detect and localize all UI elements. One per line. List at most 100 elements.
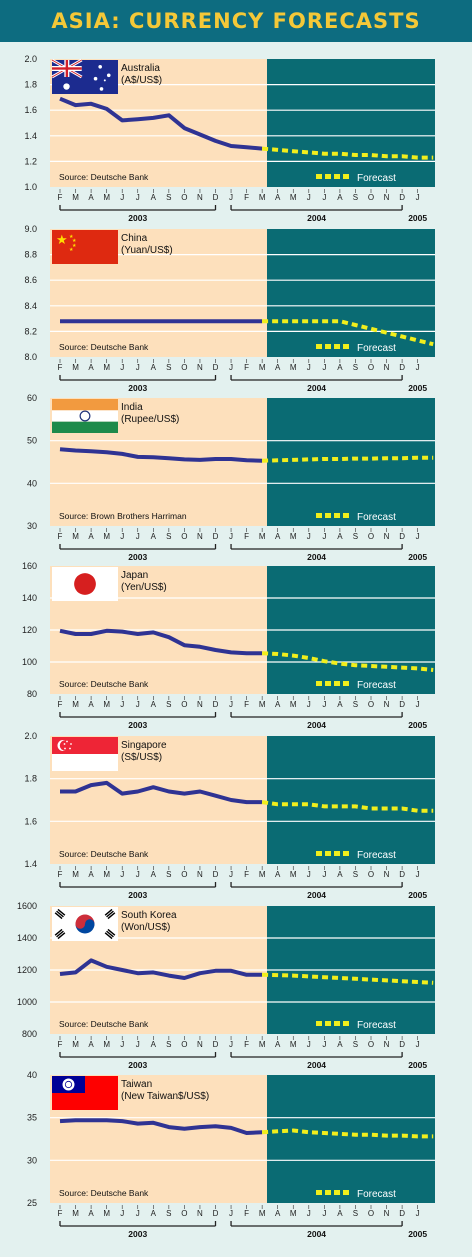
china-flag: ★ ★★★★ <box>52 230 118 264</box>
month-label: A <box>88 1209 94 1218</box>
month-label: J <box>416 363 420 372</box>
year-label: 2003 <box>128 1060 147 1070</box>
month-label: A <box>88 532 94 541</box>
month-label: J <box>120 1040 124 1049</box>
legend-dash <box>334 344 340 349</box>
south-korea-flag <box>52 907 118 941</box>
y-tick-label: 9.0 <box>24 224 37 234</box>
title-banner: ASIA: CURRENCY FORECASTS <box>0 0 472 42</box>
australia-flag <box>51 58 118 94</box>
forecast-area <box>267 736 435 864</box>
month-label: F <box>58 870 63 879</box>
chart-south-korea: 800 1000 1200 1400 1600 South Korea(Won/US$) S… <box>17 901 435 1070</box>
y-tick-label: 160 <box>22 561 37 571</box>
legend-dash <box>325 681 331 686</box>
y-tick-label: 140 <box>22 593 37 603</box>
source-label: Source: Brown Brothers Harriman <box>59 511 187 521</box>
legend-dash <box>343 344 349 349</box>
month-label: J <box>307 532 311 541</box>
y-tick-label: 8.6 <box>24 275 37 285</box>
y-tick-label: 800 <box>22 1029 37 1039</box>
forecast-legend: Forecast <box>316 343 396 354</box>
month-label: J <box>322 870 326 879</box>
year-label: 2003 <box>128 383 147 393</box>
forecast-label: Forecast <box>357 512 396 523</box>
month-label: O <box>181 870 187 879</box>
forecast-line <box>262 319 434 347</box>
india-flag <box>52 399 118 433</box>
month-label: A <box>88 1040 94 1049</box>
year-label: 2004 <box>307 1229 326 1239</box>
month-label: J <box>307 363 311 372</box>
month-label: M <box>259 870 266 879</box>
history-line <box>59 1118 263 1135</box>
chart-australia: 1.0 1.2 1.4 1.6 1.8 2.0 Australia(A$/US$) Sourc… <box>24 54 435 223</box>
month-label: J <box>229 532 233 541</box>
month-label: N <box>384 532 390 541</box>
month-label: A <box>337 870 343 879</box>
month-label: F <box>58 1209 63 1218</box>
legend-dash <box>316 851 322 856</box>
unit-label: (New Taiwan$/US$) <box>121 1091 209 1102</box>
year-label: 2003 <box>128 1229 147 1239</box>
y-tick-label: 8.4 <box>24 301 37 311</box>
svg-text:★: ★ <box>69 234 74 240</box>
month-label: F <box>58 363 63 372</box>
legend-dash <box>325 1190 331 1195</box>
month-label: A <box>151 1040 157 1049</box>
month-label: J <box>416 193 420 202</box>
year-label: 2004 <box>307 720 326 730</box>
series-name: Singapore <box>121 740 167 751</box>
y-tick-label: 80 <box>27 689 37 699</box>
japan-flag <box>52 567 118 601</box>
legend-dash <box>343 851 349 856</box>
month-label: D <box>213 193 219 202</box>
history-line <box>59 958 263 980</box>
y-tick-label: 1.8 <box>24 80 37 90</box>
month-label: J <box>416 1209 420 1218</box>
month-label: F <box>244 1209 249 1218</box>
month-label: S <box>353 532 358 541</box>
legend-dash <box>334 681 340 686</box>
taiwan-flag <box>52 1076 118 1110</box>
legend-dash <box>316 681 322 686</box>
month-label: D <box>213 700 219 709</box>
y-tick-label: 35 <box>27 1113 37 1123</box>
month-label: J <box>307 700 311 709</box>
forecast-line <box>262 972 434 985</box>
month-label: J <box>307 193 311 202</box>
month-label: J <box>120 1209 124 1218</box>
forecast-label: Forecast <box>357 680 396 691</box>
legend-dash <box>334 513 340 518</box>
legend-dash <box>325 174 331 179</box>
y-tick-label: 8.2 <box>24 326 37 336</box>
month-label: S <box>166 700 171 709</box>
month-label: D <box>213 532 219 541</box>
month-label: J <box>229 700 233 709</box>
year-label: 2004 <box>307 552 326 562</box>
legend-dash <box>325 513 331 518</box>
month-label: O <box>368 363 374 372</box>
month-label: M <box>290 1209 297 1218</box>
month-label: M <box>290 532 297 541</box>
month-label: J <box>136 363 140 372</box>
month-label: J <box>322 700 326 709</box>
month-label: J <box>307 1209 311 1218</box>
series-name: South Korea <box>121 910 177 921</box>
month-label: S <box>166 363 171 372</box>
month-label: N <box>384 193 390 202</box>
month-label: N <box>197 193 203 202</box>
month-label: A <box>337 700 343 709</box>
chart-china: 8.08.28.48.68.89.0★ ★★★★China(Yuan/US$)So… <box>24 224 435 393</box>
y-tick-label: 8.0 <box>24 352 37 362</box>
svg-text:★: ★ <box>72 243 77 249</box>
forecast-area <box>267 229 435 357</box>
month-label: F <box>244 193 249 202</box>
month-label: N <box>384 1209 390 1218</box>
forecast-line <box>261 146 434 160</box>
year-label: 2005 <box>408 552 427 562</box>
month-label: M <box>72 700 79 709</box>
month-label: S <box>353 1040 358 1049</box>
y-tick-label: 120 <box>22 625 37 635</box>
